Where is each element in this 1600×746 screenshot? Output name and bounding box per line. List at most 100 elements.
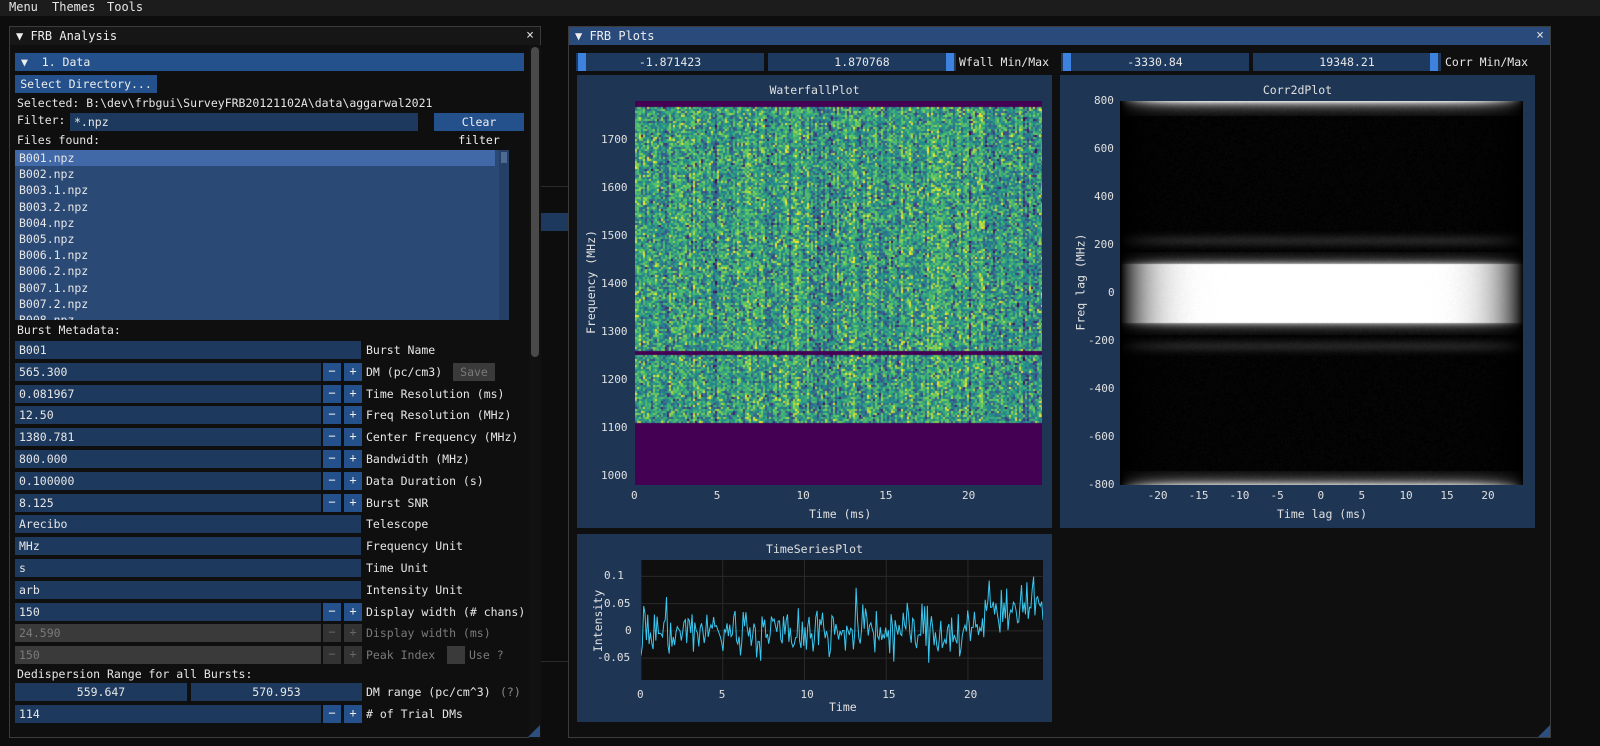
minus-button[interactable]: − xyxy=(323,471,341,490)
list-item[interactable]: B003.1.npz xyxy=(19,183,89,198)
use-peak-checkbox xyxy=(447,646,465,665)
plus-button[interactable]: + xyxy=(344,493,362,512)
menu-menu[interactable]: Menu xyxy=(9,0,38,14)
corr2d-xtick: -5 xyxy=(1270,489,1284,502)
metadata-input[interactable]: 1380.781 xyxy=(15,428,321,447)
files-listbox[interactable]: B001.npz B002.npz B003.1.npz B003.2.npz B004… xyxy=(15,150,509,320)
metadata-input[interactable]: 12.50 xyxy=(15,406,321,425)
timeseries-title: TimeSeriesPlot xyxy=(766,542,863,556)
close-icon[interactable]: × xyxy=(526,28,534,43)
corr-max-slider[interactable]: 19348.21 xyxy=(1253,53,1441,71)
list-item[interactable]: B007.1.npz xyxy=(19,280,89,295)
menu-bar: Menu Themes Tools xyxy=(0,0,1600,16)
timeseries-plot-panel[interactable]: TimeSeriesPlot 0 5 10 15 20 -0.05 0 0.05 0.1 Tim… xyxy=(577,534,1052,722)
trial-dms-minus-button[interactable]: − xyxy=(323,705,341,723)
resize-grip[interactable] xyxy=(528,725,540,737)
help-icon[interactable]: (?) xyxy=(500,685,521,699)
analysis-titlebar[interactable]: ▼ FRB Analysis × xyxy=(10,27,540,45)
listbox-scrollbar[interactable] xyxy=(499,150,509,320)
corr2d-heatmap[interactable] xyxy=(1120,101,1523,485)
minus-button[interactable]: − xyxy=(323,384,341,403)
list-item[interactable]: B002.npz xyxy=(19,167,75,182)
plus-button: + xyxy=(344,624,362,643)
frb-plots-window: ▼ FRB Plots × -1.871423 1.870768 Wfall M… xyxy=(568,26,1551,738)
plus-button[interactable]: + xyxy=(344,450,362,468)
metadata-input[interactable]: 0.100000 xyxy=(15,471,321,490)
minus-button[interactable]: − xyxy=(323,428,341,447)
plots-titlebar[interactable]: ▼ FRB Plots × xyxy=(569,27,1550,45)
corr2d-xtick: -15 xyxy=(1188,489,1209,502)
trial-dms-plus-button[interactable]: + xyxy=(344,705,362,723)
data-section-header[interactable]: ▼ 1. Data xyxy=(15,53,524,71)
timeseries-xtick: 0 xyxy=(637,688,644,701)
corr2d-xtick: 0 xyxy=(1317,489,1325,502)
waterfall-xtick: 5 xyxy=(713,489,721,502)
corr-min-slider[interactable]: -3330.84 xyxy=(1061,53,1249,71)
select-directory-button[interactable]: Select Directory... xyxy=(15,75,157,93)
filter-input[interactable]: *.npz xyxy=(70,113,418,131)
list-item[interactable]: B006.1.npz xyxy=(19,248,89,263)
minus-button[interactable]: − xyxy=(323,450,341,468)
scrollbar-track[interactable] xyxy=(529,45,541,739)
plus-button[interactable]: + xyxy=(344,406,362,425)
metadata-input[interactable]: 565.300 xyxy=(15,362,321,381)
waterfall-xtick: 0 xyxy=(631,489,638,502)
plus-button[interactable]: + xyxy=(344,471,362,490)
metadata-label: Freq Resolution (MHz) xyxy=(366,408,512,423)
metadata-input[interactable]: 800.000 xyxy=(15,450,321,468)
timeseries-line-chart[interactable] xyxy=(641,560,1043,680)
list-item[interactable]: B006.2.npz xyxy=(19,264,89,279)
metadata-input[interactable]: 0.081967 xyxy=(15,384,321,403)
close-icon[interactable]: × xyxy=(1536,28,1544,43)
metadata-input[interactable]: 150 xyxy=(15,602,321,621)
waterfall-ytick: 1600 xyxy=(601,180,628,194)
scrollbar-thumb[interactable] xyxy=(531,47,539,357)
corr2d-ytick: -800 xyxy=(1088,478,1115,491)
waterfall-heatmap[interactable] xyxy=(635,101,1042,485)
wfall-max-slider[interactable]: 1.870768 xyxy=(768,53,956,71)
menu-themes[interactable]: Themes xyxy=(52,0,96,14)
minus-button[interactable]: − xyxy=(323,602,341,621)
menu-tools[interactable]: Tools xyxy=(107,0,144,14)
metadata-input[interactable]: Arecibo xyxy=(15,515,361,534)
metadata-input[interactable]: MHz xyxy=(15,537,361,556)
trial-dms-input[interactable]: 114 xyxy=(15,705,321,723)
plus-button[interactable]: + xyxy=(344,428,362,447)
list-item[interactable]: B007.2.npz xyxy=(19,296,89,311)
metadata-label: Intensity Unit xyxy=(366,582,463,597)
minus-button[interactable]: − xyxy=(323,493,341,512)
plots-title: FRB Plots xyxy=(589,29,655,43)
waterfall-plot-panel[interactable]: WaterfallPlot 0 5 10 15 20 1000 1100 1200 1300 14… xyxy=(577,75,1052,528)
metadata-input[interactable]: s xyxy=(15,559,361,577)
list-item[interactable]: B005.npz xyxy=(19,231,75,246)
waterfall-ytick: 1700 xyxy=(601,132,628,146)
wfall-max-grab[interactable] xyxy=(946,53,954,71)
clear-filter-button[interactable]: Clear filter xyxy=(434,113,524,147)
dm-range-min-input[interactable]: 559.647 xyxy=(15,683,187,701)
list-item[interactable]: B008.npz xyxy=(19,312,75,320)
corr2d-plot-panel[interactable]: Corr2dPlot -20 -15 -10 -5 0 5 10 15 20 -800 -600 -4… xyxy=(1060,75,1535,528)
metadata-label: Display width (ms) xyxy=(366,626,491,641)
metadata-input[interactable]: B001 xyxy=(15,341,361,359)
metadata-input[interactable]: arb xyxy=(15,580,361,599)
timeseries-xtick: 10 xyxy=(800,688,814,701)
corr-min-grab[interactable] xyxy=(1063,53,1071,71)
waterfall-ytick: 1500 xyxy=(601,228,628,242)
metadata-label: Burst Name xyxy=(366,343,436,357)
minus-button[interactable]: − xyxy=(323,362,341,381)
list-item[interactable]: B004.npz xyxy=(19,215,75,230)
wfall-min-slider[interactable]: -1.871423 xyxy=(576,53,764,71)
minus-button[interactable]: − xyxy=(323,406,341,425)
plus-button[interactable]: + xyxy=(344,384,362,403)
list-item[interactable]: B003.2.npz xyxy=(19,199,89,214)
list-item[interactable]: B001.npz xyxy=(15,150,495,167)
resize-grip[interactable] xyxy=(1538,725,1550,737)
dm-range-max-input[interactable]: 570.953 xyxy=(191,683,362,701)
trial-dms-label: # of Trial DMs xyxy=(366,707,463,721)
plus-button[interactable]: + xyxy=(344,362,362,381)
corr2d-ytick: -200 xyxy=(1088,334,1115,347)
metadata-input[interactable]: 8.125 xyxy=(15,493,321,512)
plus-button[interactable]: + xyxy=(344,602,362,621)
corr-max-grab[interactable] xyxy=(1430,53,1438,71)
wfall-min-grab[interactable] xyxy=(578,53,586,71)
